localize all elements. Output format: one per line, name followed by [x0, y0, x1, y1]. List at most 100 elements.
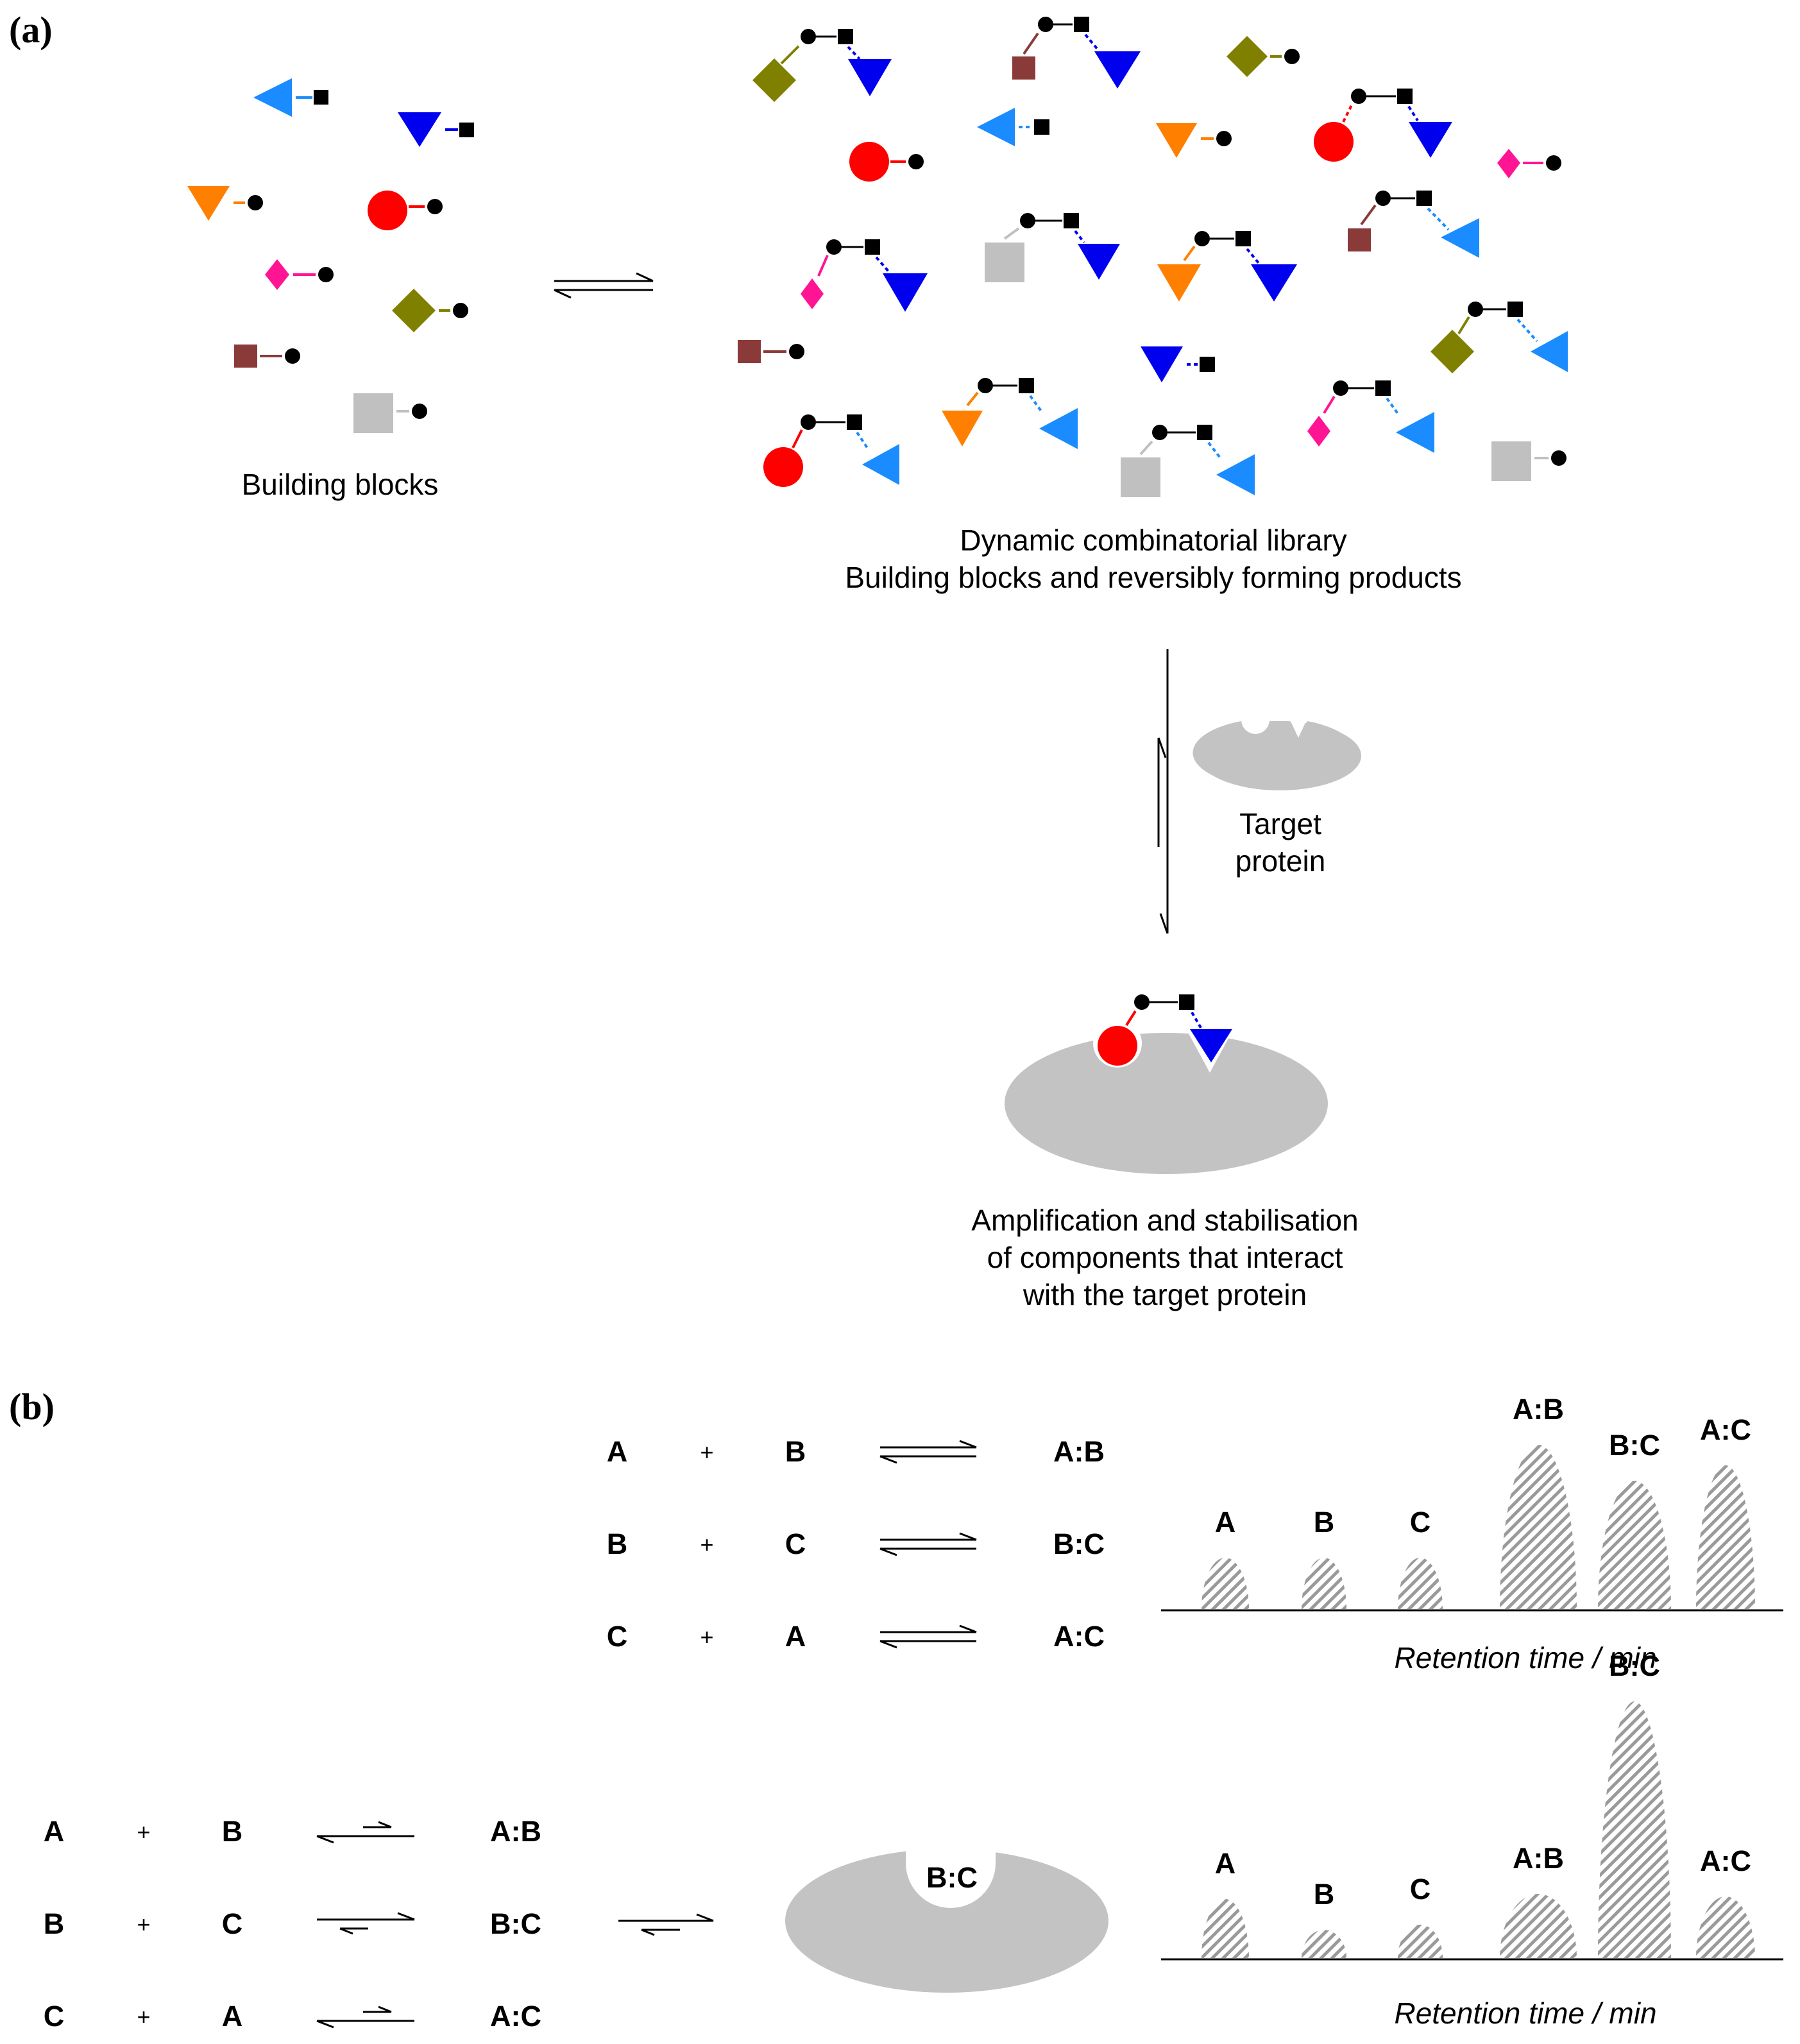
equilibrium-arrow-icon	[879, 1624, 977, 1649]
library-block	[1497, 149, 1561, 178]
plus-sign: +	[137, 1911, 150, 1938]
linker-square-icon	[459, 123, 474, 137]
block-light-blue-triangle	[253, 78, 328, 117]
linker-square-icon	[1064, 213, 1079, 228]
linker-dot-icon	[1134, 994, 1150, 1010]
peak-b-c	[1598, 1701, 1671, 1958]
circle-block-icon	[368, 191, 407, 230]
target-caption-line1: Target	[1239, 807, 1321, 840]
triangle-block-icon	[848, 59, 892, 96]
equilibrium-arrow-icon	[554, 272, 654, 299]
peak-a-b	[1500, 1894, 1577, 1958]
bound-complex-label: B:C	[926, 1861, 978, 1894]
peak-a-c	[1696, 1896, 1755, 1958]
library-product	[1348, 191, 1479, 258]
library-product	[1307, 380, 1434, 453]
diamond-block-icon	[752, 58, 796, 102]
peak-label: C	[1410, 1873, 1431, 1905]
triangle-block-icon	[1039, 408, 1078, 449]
circle-block-icon	[849, 142, 889, 182]
linker-dot-icon	[1284, 49, 1300, 64]
triangle-block-icon	[253, 78, 292, 117]
amplification-caption-line2: of components that interact	[987, 1241, 1343, 1274]
library-block	[1156, 123, 1232, 158]
diamond-block-icon	[392, 289, 436, 332]
linker-square-icon	[1074, 17, 1089, 32]
library-block	[738, 340, 804, 363]
peak-label: B:C	[1609, 1429, 1660, 1461]
triangle-block-icon	[942, 411, 983, 447]
linker-square-icon	[1197, 425, 1212, 440]
library-product	[942, 378, 1078, 449]
scheme-row: B + C B:C	[44, 1907, 541, 1940]
peak-a-b	[1500, 1445, 1577, 1609]
block-red-circle	[368, 191, 443, 230]
panel-label-b: (b)	[9, 1386, 55, 1427]
scheme-row: A + B A:B	[607, 1435, 1105, 1468]
triangle-block-icon	[1156, 123, 1197, 158]
triangle-block-icon	[1396, 412, 1434, 453]
equilibrium-arrow-icon	[879, 1532, 977, 1556]
linker-dot-icon	[789, 344, 804, 359]
peak-b	[1302, 1930, 1346, 1958]
scheme-row: B + C B:C	[607, 1528, 1105, 1560]
peak-label: B:C	[1609, 1649, 1660, 1682]
library-product	[1012, 17, 1141, 89]
plus-sign: +	[700, 1531, 713, 1558]
reactant-1: A	[607, 1435, 628, 1468]
linker-square-icon	[847, 414, 862, 430]
linker-square-icon	[1200, 357, 1215, 372]
linker-square-icon	[1235, 231, 1251, 246]
equilibrium-arrow-icon	[879, 1440, 977, 1464]
library-product	[763, 414, 899, 487]
target-caption-line2: protein	[1235, 844, 1326, 878]
equilibrium-arrow-icon	[316, 1821, 414, 1844]
building-blocks-caption: Building blocks	[242, 468, 439, 501]
linker-dot-icon	[1375, 191, 1391, 206]
scheme-row: C + A A:C	[44, 2000, 541, 2032]
peak-label: A	[1215, 1506, 1236, 1538]
linker-dot-icon	[453, 303, 468, 318]
product: A:B	[1053, 1435, 1105, 1468]
library-block	[849, 142, 924, 182]
block-magenta-diamond	[265, 259, 334, 290]
dynamic-library-group	[738, 17, 1568, 497]
equilibrium-arrow-icon	[317, 1912, 415, 1935]
product: B:C	[490, 1907, 541, 1940]
linker-dot-icon	[1351, 89, 1366, 104]
triangle-block-icon	[1251, 264, 1297, 302]
linker-dot-icon	[1038, 17, 1053, 32]
square-block-icon	[1012, 56, 1035, 80]
diamond-block-icon	[801, 278, 824, 309]
linker-square-icon	[1019, 378, 1034, 393]
protein-icon	[785, 1849, 1108, 1993]
plus-sign: +	[137, 2004, 150, 2030]
product: A:B	[490, 1815, 541, 1848]
linker-dot-icon	[1194, 231, 1210, 246]
scheme-top: A + B A:B B + C B:C C + A	[607, 1435, 1105, 1653]
triangle-block-icon	[398, 112, 441, 147]
linker-dot-icon	[1020, 213, 1035, 228]
library-product	[985, 213, 1120, 282]
reactant-2: B	[222, 1815, 243, 1848]
product: A:C	[490, 2000, 541, 2032]
reactant-1: B	[607, 1528, 628, 1560]
target-protein-small	[1193, 706, 1361, 790]
peak-c	[1398, 1925, 1443, 1958]
linker-square-icon	[1507, 302, 1523, 317]
block-olive-diamond	[392, 289, 468, 332]
linker-dot-icon	[1333, 380, 1348, 396]
triangle-block-icon	[1078, 244, 1120, 280]
diamond-block-icon	[265, 259, 289, 290]
diamond-block-icon	[1227, 36, 1268, 77]
diamond-block-icon	[1497, 149, 1520, 178]
linker-dot-icon	[801, 414, 816, 430]
linker-dot-icon	[248, 195, 263, 210]
panel-label-a: (a)	[9, 9, 53, 51]
scheme-row: C + A A:C	[607, 1620, 1105, 1653]
x-axis-title: Retention time / min	[1394, 1641, 1656, 1674]
equilibrium-arrow-icon	[618, 1913, 714, 1936]
library-block	[1491, 441, 1567, 481]
linker-dot-icon	[427, 199, 443, 214]
diamond-block-icon	[1431, 330, 1474, 373]
